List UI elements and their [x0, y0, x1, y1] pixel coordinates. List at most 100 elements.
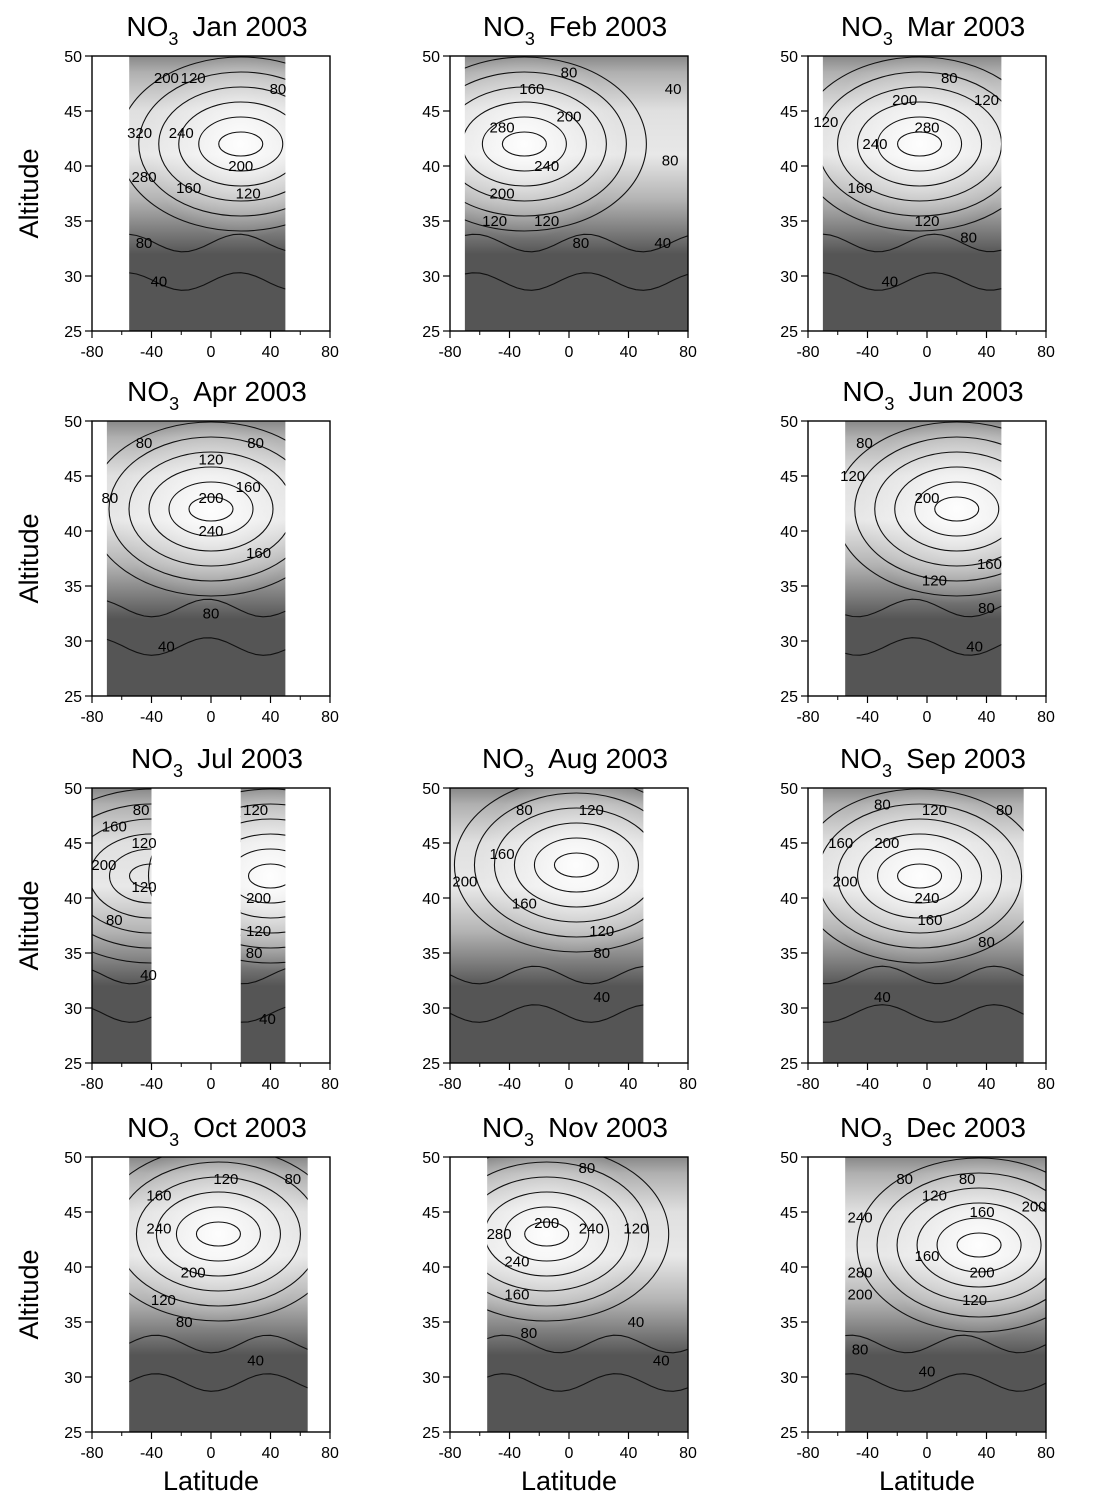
x-tick-label: 80 — [321, 709, 339, 726]
x-tick-label: 0 — [923, 1445, 932, 1462]
contour-label: 240 — [862, 136, 887, 153]
panel-apr-2003: 80 120 80 160 80 200 240 160 80 40 25 30 35 40 45 50 -80… — [14, 376, 339, 726]
x-axis-label: Latitude — [521, 1466, 617, 1496]
contour-label: 120 — [623, 1221, 648, 1238]
x-tick-label: 80 — [1037, 709, 1055, 726]
contour-line — [894, 466, 1002, 552]
y-tick-label: 35 — [780, 579, 798, 596]
contour-label: 280 — [132, 169, 157, 186]
contour-line — [129, 233, 286, 253]
y-axis-label: Altitude — [14, 513, 44, 603]
x-tick-label: 0 — [207, 1076, 216, 1093]
y-tick-label: 25 — [780, 1425, 798, 1442]
contour-label: 120 — [840, 468, 865, 485]
contour-label: 120 — [813, 114, 838, 131]
contour-label: 120 — [974, 92, 999, 109]
contour-label: 80 — [579, 1160, 596, 1177]
x-tick-label: 0 — [207, 709, 216, 726]
contour-label: 120 — [914, 213, 939, 230]
x-tick-label: 0 — [923, 709, 932, 726]
contour-line — [487, 1373, 688, 1392]
x-tick-label: -40 — [856, 709, 879, 726]
panel-jun-2003: 80 120 200 160 120 80 40 25 30 35 40 45 50 -80 -40 0 40 8… — [780, 376, 1055, 726]
contour-label: 40 — [151, 274, 168, 291]
contour-label: 200 — [452, 874, 477, 891]
contour-label: 80 — [133, 802, 150, 819]
contour-label: 200 — [556, 109, 581, 126]
contour-label: 80 — [106, 912, 123, 929]
contour-label: 120 — [246, 923, 271, 940]
contour-line — [138, 71, 286, 217]
x-tick-label: 0 — [923, 1076, 932, 1093]
y-tick-label: 45 — [780, 1205, 798, 1222]
panel-sep-2003: 80 120 80 160 200 200 240 160 80 40 25 30 35 40 45 50 -8… — [780, 743, 1055, 1093]
contour-label: 160 — [504, 1287, 529, 1304]
contour-line — [856, 1157, 1046, 1333]
contour-label: 40 — [653, 1353, 670, 1370]
panel-mar-2003: 80 200 120 120 240 280 160 120 80 40 25 30 35 40 45 50 -… — [780, 11, 1055, 361]
y-tick-label: 30 — [780, 1001, 798, 1018]
contour-line — [108, 436, 286, 582]
contour-line — [822, 56, 1002, 232]
contour-label: 160 — [176, 180, 201, 197]
contour-line — [155, 1191, 281, 1277]
contour-line — [876, 1172, 1046, 1318]
contour-label: 200 — [874, 835, 899, 852]
y-tick-label: 25 — [780, 324, 798, 341]
contour-label: 200 — [228, 158, 253, 175]
contour-label: 80 — [520, 1325, 537, 1342]
contour-line — [106, 421, 286, 597]
y-tick-label: 25 — [64, 1425, 82, 1442]
y-tick-label: 35 — [422, 214, 440, 231]
panel-title: NO3 Sep 2003 — [840, 743, 1026, 781]
y-tick-label: 30 — [64, 269, 82, 286]
contour-label: 120 — [962, 1292, 987, 1309]
contour-label: 200 — [892, 92, 917, 109]
contour-label: 120 — [132, 835, 157, 852]
x-tick-label: 40 — [262, 344, 280, 361]
contour-label: 80 — [176, 1314, 193, 1331]
panel-title: NO3 Dec 2003 — [840, 1112, 1026, 1150]
x-tick-label: 80 — [1037, 1445, 1055, 1462]
y-tick-label: 30 — [780, 269, 798, 286]
x-tick-label: -40 — [856, 1076, 879, 1093]
contour-label: 120 — [151, 1292, 176, 1309]
contour-label: 200 — [848, 1287, 873, 1304]
contour-label: 120 — [198, 452, 223, 469]
y-tick-label: 45 — [64, 469, 82, 486]
x-tick-label: -40 — [140, 1445, 163, 1462]
contour-label: 280 — [487, 1226, 512, 1243]
contour-line — [897, 863, 943, 889]
contour-line — [129, 272, 286, 291]
contour-label: 160 — [490, 846, 515, 863]
contour-label: 200 — [1022, 1199, 1047, 1216]
y-tick-label: 30 — [422, 269, 440, 286]
contour-line — [513, 822, 639, 908]
contour-line — [837, 86, 1002, 202]
contour-label: 120 — [213, 1171, 238, 1188]
contour-label: 80 — [896, 1171, 913, 1188]
y-tick-label: 25 — [422, 324, 440, 341]
y-tick-label: 45 — [422, 1205, 440, 1222]
x-tick-label: -80 — [438, 1445, 461, 1462]
contour-label: 80 — [516, 802, 533, 819]
contour-label: 240 — [534, 158, 559, 175]
x-tick-label: 0 — [565, 344, 574, 361]
x-tick-label: -40 — [856, 344, 879, 361]
contour-label: 240 — [198, 523, 223, 540]
contour-label: 40 — [247, 1353, 264, 1370]
contour-label: 240 — [504, 1254, 529, 1271]
contour-label: 120 — [181, 70, 206, 87]
contour-label: 120 — [236, 186, 261, 203]
x-tick-label: 40 — [978, 709, 996, 726]
y-axis-label: Altitude — [14, 1249, 44, 1339]
x-tick-label: 80 — [321, 1445, 339, 1462]
contour-label: 80 — [102, 490, 119, 507]
y-tick-label: 25 — [780, 689, 798, 706]
x-tick-label: 40 — [620, 344, 638, 361]
contour-label: 160 — [917, 912, 942, 929]
contour-line — [504, 1206, 590, 1262]
contour-label: 120 — [243, 802, 268, 819]
y-tick-label: 45 — [780, 836, 798, 853]
contour-label: 160 — [977, 556, 1002, 573]
